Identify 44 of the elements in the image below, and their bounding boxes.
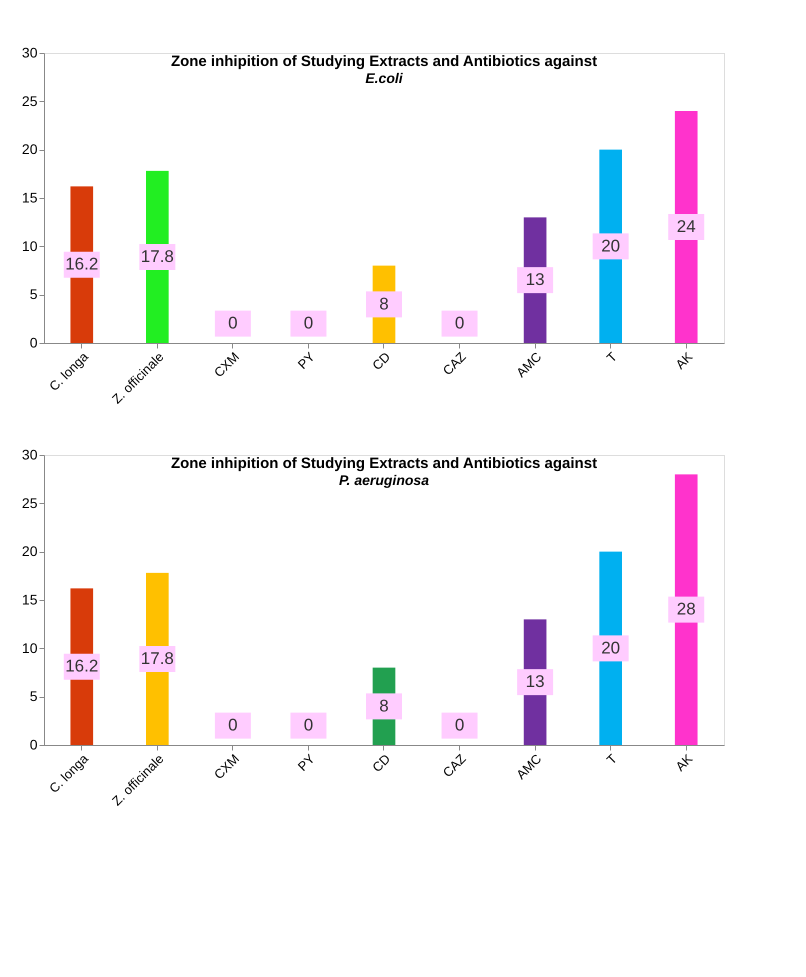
data-label: 17.8 (140, 246, 174, 266)
x-tick-label: AK (672, 348, 696, 372)
text: P. aeruginosa (338, 472, 430, 488)
x-tick-label: PY (294, 750, 318, 774)
x-tick-label: T (604, 751, 620, 768)
y-tick-label: 20 (22, 543, 38, 560)
y-tick-label: 5 (30, 688, 38, 704)
x-tick-label: T (604, 349, 620, 366)
data-label: 0 (454, 314, 464, 333)
data-label: 0 (304, 716, 314, 735)
y-tick-label: 15 (22, 190, 38, 206)
data-label: 0 (304, 314, 314, 333)
data-label: 13 (526, 270, 545, 290)
x-tick-label: AK (672, 750, 696, 774)
y-tick-label: 10 (22, 238, 38, 254)
y-tick-label: 30 (22, 44, 38, 60)
y-tick-label: 0 (30, 736, 38, 752)
data-label: 0 (228, 716, 238, 735)
chart-title: Zone inhipition of Studying Extracts and Antibiotics against (170, 455, 598, 472)
data-label: 0 (228, 314, 238, 333)
data-label: 24 (676, 217, 696, 236)
data-label: 20 (601, 236, 620, 256)
x-tick-label: CD (369, 349, 394, 373)
y-tick-label: 30 (22, 446, 38, 462)
y-tick-label: 5 (30, 286, 38, 302)
data-label: 8 (379, 696, 389, 716)
data-label: 13 (526, 672, 545, 692)
y-tick-label: 25 (22, 92, 38, 109)
chart-title: Zone inhipition of Studying Extracts and Antibiotics against (170, 53, 598, 70)
y-tick-label: 0 (30, 334, 38, 350)
x-tick-label: PY (294, 348, 318, 372)
data-label: 28 (676, 600, 696, 619)
y-tick-label: 10 (22, 640, 38, 656)
text: E.coli (365, 70, 404, 86)
data-label: 20 (601, 638, 620, 658)
x-tick-label: CD (369, 751, 394, 775)
data-label: 8 (379, 294, 389, 314)
data-label: 0 (454, 716, 464, 735)
y-tick-label: 25 (22, 494, 38, 511)
y-tick-label: 15 (22, 592, 38, 608)
data-label: 16.2 (65, 254, 98, 274)
y-tick-label: 20 (22, 141, 38, 158)
data-label: 16.2 (65, 656, 98, 676)
data-label: 17.8 (140, 648, 174, 668)
